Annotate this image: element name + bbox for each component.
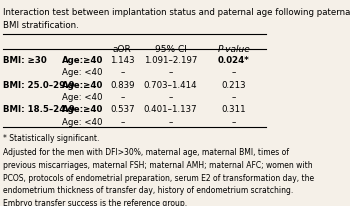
- Text: BMI stratification.: BMI stratification.: [3, 21, 78, 30]
- Text: * Statistically significant.: * Statistically significant.: [3, 134, 99, 143]
- Text: –: –: [232, 68, 236, 77]
- Text: 0.703–1.414: 0.703–1.414: [144, 81, 197, 90]
- Text: Age:≥40: Age:≥40: [62, 56, 103, 65]
- Text: –: –: [232, 93, 236, 102]
- Text: 95% CI: 95% CI: [155, 45, 187, 54]
- Text: BMI: 25.0–29.9: BMI: 25.0–29.9: [3, 81, 74, 90]
- Text: PCOS, protocols of endometrial preparation, serum E2 of transformation day, the: PCOS, protocols of endometrial preparati…: [3, 174, 314, 183]
- Text: Adjusted for the men with DFI>30%, maternal age, maternal BMI, times of: Adjusted for the men with DFI>30%, mater…: [3, 148, 289, 157]
- Text: 0.401–1.137: 0.401–1.137: [144, 105, 197, 114]
- Text: 1.091–2.197: 1.091–2.197: [144, 56, 197, 65]
- Text: BMI: 18.5–24.9: BMI: 18.5–24.9: [3, 105, 75, 114]
- Text: P-value: P-value: [217, 45, 250, 54]
- Text: –: –: [168, 118, 173, 127]
- Text: 0.839: 0.839: [110, 81, 134, 90]
- Text: –: –: [120, 93, 125, 102]
- Text: Age: <40: Age: <40: [62, 118, 102, 127]
- Text: –: –: [120, 118, 125, 127]
- Text: Age:≥40: Age:≥40: [62, 105, 103, 114]
- Text: aOR: aOR: [113, 45, 132, 54]
- Text: 0.537: 0.537: [110, 105, 135, 114]
- Text: endometrium thickness of transfer day, history of endometrium scratching.: endometrium thickness of transfer day, h…: [3, 186, 293, 195]
- Text: –: –: [168, 93, 173, 102]
- Text: 1.143: 1.143: [110, 56, 135, 65]
- Text: previous miscarriages, maternal FSH; maternal AMH; maternal AFC; women with: previous miscarriages, maternal FSH; mat…: [3, 161, 312, 170]
- Text: –: –: [168, 68, 173, 77]
- Text: –: –: [120, 68, 125, 77]
- Text: Embryo transfer success is the reference group.: Embryo transfer success is the reference…: [3, 199, 187, 206]
- Text: 0.024*: 0.024*: [218, 56, 250, 65]
- Text: –: –: [232, 118, 236, 127]
- Text: Age: <40: Age: <40: [62, 68, 102, 77]
- Text: 0.213: 0.213: [222, 81, 246, 90]
- Text: Interaction test between implantation status and paternal age following paternal: Interaction test between implantation st…: [3, 8, 350, 17]
- Text: BMI: ≥30: BMI: ≥30: [3, 56, 47, 65]
- Text: Age: <40: Age: <40: [62, 93, 102, 102]
- Text: Age:≥40: Age:≥40: [62, 81, 103, 90]
- Text: 0.311: 0.311: [222, 105, 246, 114]
